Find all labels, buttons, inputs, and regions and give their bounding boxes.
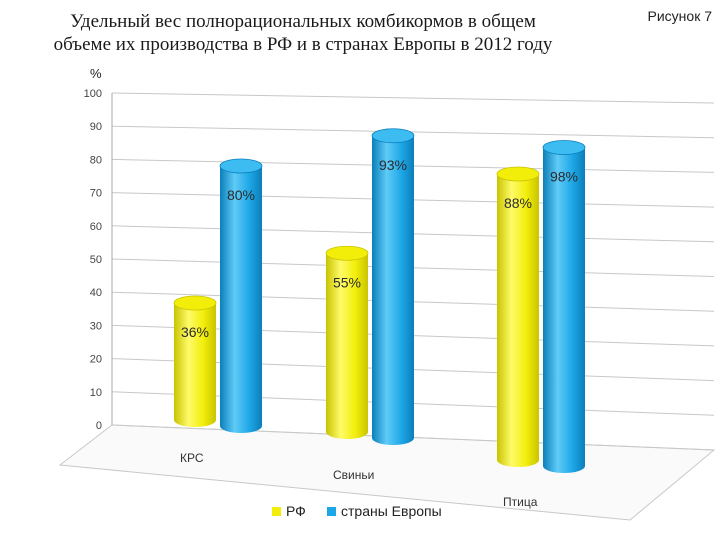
data-label: 55%	[333, 274, 361, 290]
legend-swatch	[272, 507, 281, 516]
bar-rf-2	[325, 245, 369, 439]
data-label: 80%	[227, 187, 255, 203]
chart-title-line2: объеме их производства в РФ и в странах …	[53, 34, 553, 55]
category-label: КРС	[180, 451, 204, 465]
data-label: 93%	[379, 157, 407, 173]
bar-europe-3	[542, 140, 586, 473]
chart-bars: 36% 80% 55% 93% 88% 98%	[173, 128, 586, 473]
chart-title: Удельный вес полнорациональных комбикорм…	[8, 10, 598, 56]
y-tick-label: 0	[96, 420, 102, 432]
legend-label: страны Европы	[341, 503, 442, 519]
y-tick-label: 20	[90, 354, 102, 366]
grid-line	[111, 125, 715, 139]
data-label: 88%	[504, 195, 532, 211]
y-tick-label: 50	[90, 254, 102, 266]
y-tick-label: 100	[84, 88, 102, 100]
y-tick-label: 40	[90, 287, 102, 299]
bar-europe-1	[219, 158, 263, 433]
category-labels: КРС Свиньи Птица	[180, 451, 538, 509]
y-axis-ticks: 0 10 20 30 40 50 60 70 80 90 100	[84, 88, 102, 432]
y-tick-label: 60	[90, 221, 102, 233]
legend-item: РФ	[272, 503, 306, 519]
data-label: 98%	[550, 169, 578, 185]
y-axis-unit: %	[90, 66, 102, 81]
data-label: 36%	[181, 324, 209, 340]
bar-rf-3	[496, 166, 540, 467]
category-label: Птица	[503, 495, 538, 509]
category-label: Свиньи	[333, 468, 374, 482]
legend-swatch	[327, 507, 336, 516]
legend-item: страны Европы	[327, 503, 442, 519]
bar-rf-1	[173, 295, 217, 427]
y-tick-label: 80	[90, 154, 102, 166]
grid-line	[111, 92, 715, 104]
bar-europe-2	[371, 128, 415, 445]
figure-label: Рисунок 7	[647, 8, 712, 24]
legend: РФ страны Европы	[272, 503, 442, 519]
y-tick-label: 70	[90, 188, 102, 200]
legend-label: РФ	[286, 503, 306, 519]
y-tick-label: 30	[90, 320, 102, 332]
chart-title-line1: Удельный вес полнорациональных комбикорм…	[70, 11, 536, 32]
y-tick-label: 90	[90, 121, 102, 133]
y-tick-label: 10	[90, 387, 102, 399]
